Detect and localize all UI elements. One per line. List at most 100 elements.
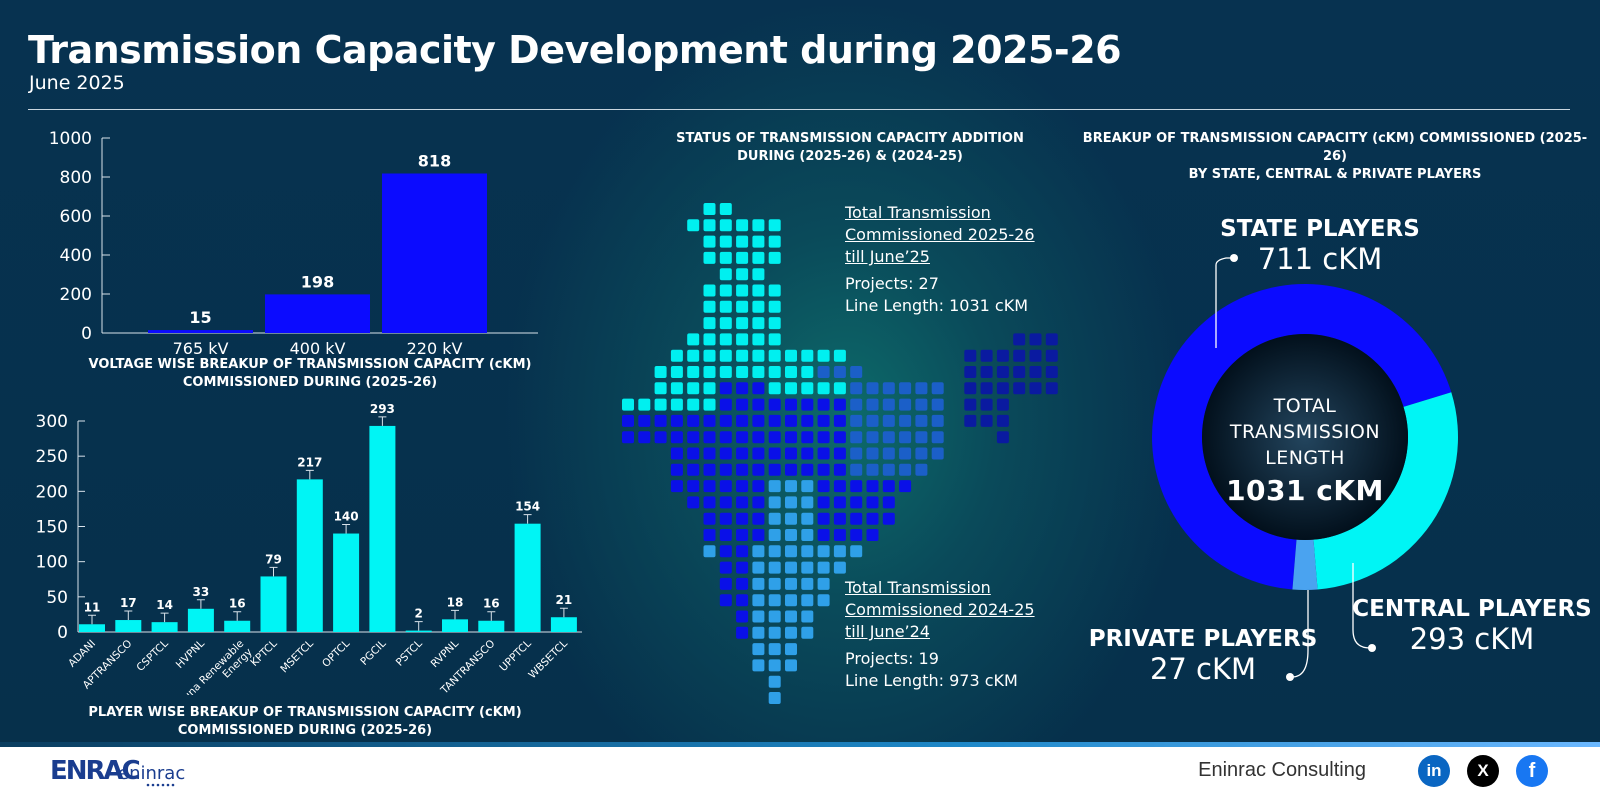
map-cell (785, 447, 797, 460)
player-error-bar (269, 566, 278, 577)
player-heading-line1: PLAYER WISE BREAKUP OF TRANSMISSION CAPA… (88, 705, 522, 720)
player-bar (442, 619, 468, 632)
map-cell (980, 398, 993, 411)
map-cell (719, 496, 732, 509)
map-cell (736, 496, 749, 509)
map-cell (996, 366, 1009, 378)
player-error-bar (305, 469, 314, 480)
map-cell (736, 545, 749, 558)
state-value: 711 cKM (1257, 242, 1383, 276)
map-cell (785, 610, 797, 623)
map-cell (882, 496, 895, 509)
map-cell (736, 300, 749, 313)
map-cell (850, 545, 863, 558)
map-cell (736, 414, 749, 427)
map-cell (768, 284, 781, 297)
map-cell (768, 675, 781, 688)
map-cell (833, 398, 846, 411)
map-cell (768, 561, 781, 574)
map-cell (719, 480, 732, 493)
map-cell (719, 333, 732, 346)
map-cell (785, 463, 797, 476)
map-cell (719, 447, 732, 460)
player-y-tick-label: 150 (36, 518, 68, 538)
linkedin-icon[interactable]: in (1418, 755, 1450, 787)
central-label: CENTRAL PLAYERS (1352, 596, 1592, 622)
map-cell (736, 594, 749, 607)
map-cell (882, 414, 895, 427)
map-cell (817, 366, 830, 378)
map-cell (964, 366, 977, 378)
x-icon[interactable]: X (1467, 755, 1499, 787)
map-cell (833, 414, 846, 427)
map-cell (785, 431, 797, 444)
map-cell (833, 512, 846, 525)
map-cell (1013, 333, 1026, 346)
map-cell (768, 626, 781, 639)
svg-text:ENRAC: ENRAC (50, 756, 140, 786)
map-cell (768, 594, 781, 607)
player-data-label: 79 (265, 552, 282, 566)
map-cell (752, 268, 765, 281)
map-cell (736, 626, 749, 639)
map-cell (996, 349, 1009, 362)
map-cell (736, 251, 749, 264)
map-cell (719, 235, 732, 248)
map-cell (996, 414, 1009, 427)
map-cell (752, 219, 765, 232)
map-cell (899, 382, 912, 395)
map-cell (801, 480, 814, 493)
map-cell (785, 382, 797, 395)
map-cell (768, 496, 781, 509)
map-cell (817, 382, 830, 395)
player-bar (187, 608, 214, 632)
map-cell (915, 382, 928, 395)
map-cell (785, 643, 797, 656)
map-cell (866, 382, 879, 395)
player-error-bar (523, 514, 532, 524)
map-cell (996, 382, 1009, 395)
map-cell (1045, 333, 1058, 346)
map-cell (670, 431, 683, 444)
map-cell (768, 545, 781, 558)
map-cell (785, 414, 797, 427)
map-cell (931, 382, 944, 395)
map-cell (752, 414, 765, 427)
state-players-label: STATE PLAYERS 711 cKM (1210, 216, 1430, 276)
map-cell (899, 447, 912, 460)
map-cell (622, 414, 634, 427)
eninrac-logo: ENRAC eninrac (50, 756, 185, 787)
map-cell (915, 431, 928, 444)
map-cell (703, 203, 716, 215)
map-cell (752, 317, 765, 330)
map-cell (703, 414, 716, 427)
map-cell (882, 463, 895, 476)
voltage-y-tick-label: 800 (60, 168, 92, 188)
voltage-x-tick-label: 765 kV (173, 339, 229, 358)
state-label: STATE PLAYERS (1220, 216, 1420, 242)
map-cell (785, 496, 797, 509)
player-error-bar (196, 599, 205, 609)
map-cell (768, 692, 781, 704)
map-cell (736, 219, 749, 232)
map-cell (736, 431, 749, 444)
map-cell (687, 480, 700, 493)
voltage-bar (382, 173, 487, 333)
map-cell (719, 268, 732, 281)
facebook-icon[interactable]: f (1516, 755, 1548, 787)
map-cell (801, 577, 814, 590)
central-value: 293 cKM (1409, 622, 1535, 656)
map-cell (736, 333, 749, 346)
map-cell (736, 366, 749, 378)
map-cell (882, 480, 895, 493)
map-cell (736, 480, 749, 493)
map-cell (801, 610, 814, 623)
map-cell (719, 463, 732, 476)
map-cell (687, 333, 700, 346)
map-cell (736, 349, 749, 362)
map-cell (703, 251, 716, 264)
footer: ENRAC eninrac Eninrac Consulting in X f (0, 747, 1600, 800)
map-cell (768, 577, 781, 590)
map-cell (719, 203, 732, 215)
player-x-tick-label: UPPTCL (497, 638, 533, 674)
